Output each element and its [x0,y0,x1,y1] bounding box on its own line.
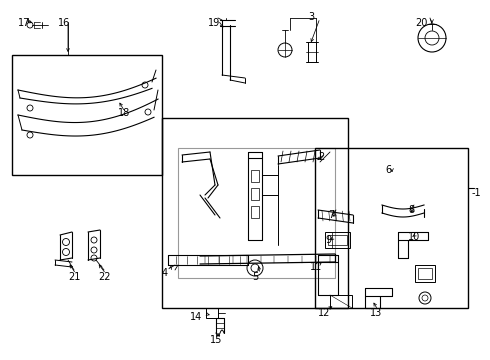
Bar [330,295,352,308]
Text: 8: 8 [408,205,414,215]
Text: 11: 11 [310,262,322,272]
Text: 5: 5 [252,272,258,282]
Text: -1: -1 [472,188,482,198]
Text: 2: 2 [318,152,324,162]
Bar [251,170,259,182]
Text: 22: 22 [98,272,111,282]
Text: 14: 14 [190,312,202,322]
Text: 19: 19 [208,18,220,28]
Text: 18: 18 [118,108,130,118]
Text: 7: 7 [328,210,334,220]
Bar [162,118,348,308]
Text: 20: 20 [415,18,427,28]
Bar [418,268,432,279]
Text: 17: 17 [18,18,30,28]
Bar [415,265,435,282]
Text: 13: 13 [370,308,382,318]
Bar [12,55,162,175]
Text: 10: 10 [408,232,420,242]
Bar [325,232,350,248]
Text: 4: 4 [162,268,168,278]
Text: 9: 9 [325,235,331,245]
Bar [206,308,218,318]
Text: 6: 6 [385,165,391,175]
Bar [251,206,259,218]
Bar [328,235,347,245]
Text: 16: 16 [58,18,70,28]
Text: 21: 21 [68,272,80,282]
Text: 3: 3 [308,12,314,22]
Bar [178,148,335,278]
Bar [251,188,259,200]
Text: 15: 15 [210,335,222,345]
Bar [315,148,468,308]
Text: 12: 12 [318,308,330,318]
